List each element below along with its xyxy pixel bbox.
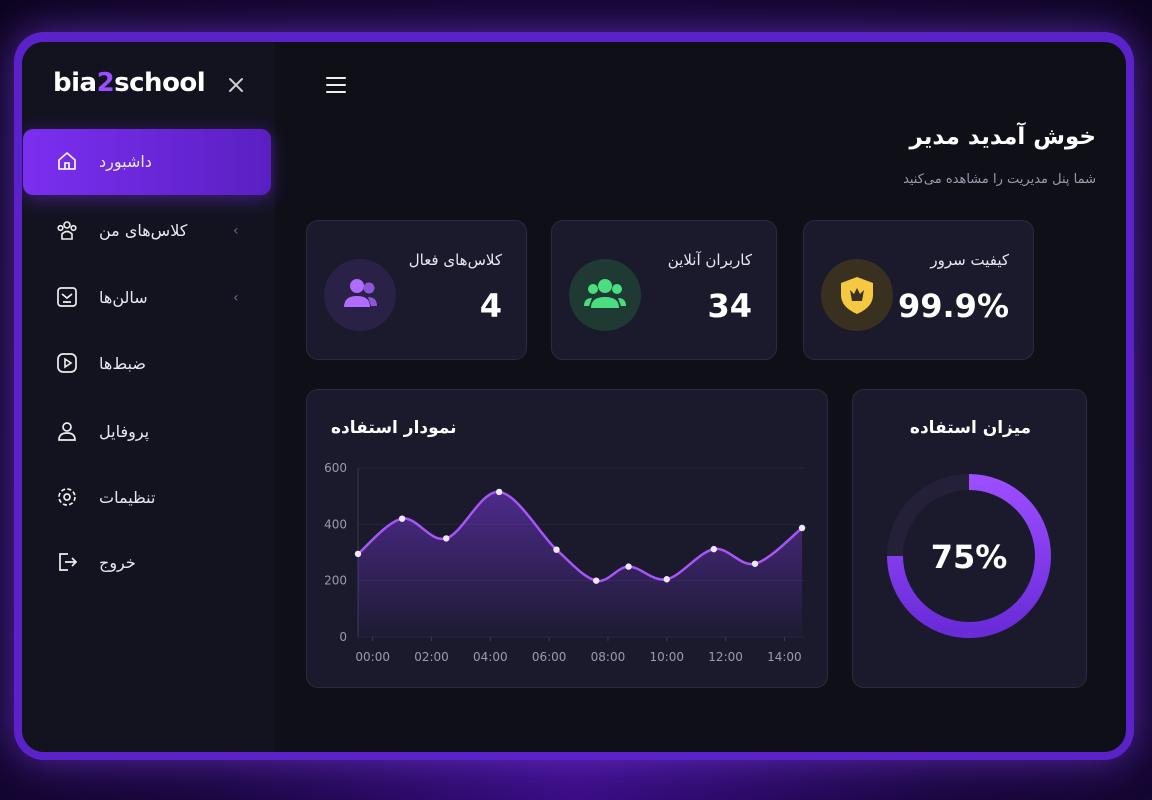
y-tick-label: 200 [324,574,347,588]
menu-icon [57,353,77,373]
menu-icon [59,553,78,571]
menu-item[interactable]: خروج [23,530,271,596]
menu-item[interactable]: تنظیمات [23,465,271,531]
data-point [354,550,362,558]
menu-item[interactable]: سالن‌ها ‹ [23,265,271,331]
menu-label: داشبورد [99,152,152,171]
menu-icon [58,152,76,170]
menu-label: تنظیمات [99,488,156,507]
menu-toggle[interactable] [325,76,347,94]
menu-item[interactable]: کلاس‌های من ‹ [23,198,271,264]
y-tick-label: 400 [324,517,347,531]
x-tick-label: 04:00 [473,650,508,664]
menu-label: کلاس‌های من [99,221,188,240]
x-tick-label: 08:00 [591,650,626,664]
y-tick-label: 600 [324,461,347,475]
data-point [553,546,560,553]
data-point [398,515,406,522]
donut-arc [887,474,1051,638]
data-point [443,535,450,542]
menu-label: سالن‌ها [99,288,148,307]
chevron: ‹ [233,223,239,239]
stat-label: کیفیت سرور [930,251,1009,269]
data-point [625,563,632,570]
close-button[interactable] [228,77,244,93]
stat-value: 99.9% [897,287,1009,325]
menu-icon [58,488,76,506]
app-panel: bia2school داشبورد کلاس‌های من ‹ سالن‌ها ‹ ضب… [22,42,1126,752]
logo-part: bia [53,68,97,98]
x-tick-label: 00:00 [355,650,390,664]
logo-part: 2 [96,68,115,98]
stat-card: کلاس‌های فعال 4 [306,220,527,360]
stat-icon [324,259,396,331]
menu-label: ضبط‌ها [99,354,146,373]
data-point [710,545,718,553]
x-tick-label: 06:00 [532,650,567,664]
x-tick-label: 14:00 [767,650,802,664]
donut-label: 75% [931,538,1008,576]
logo-part: school [114,68,206,98]
data-point [593,577,600,584]
stat-icon [569,259,641,331]
stat-label: کاربران آنلاین [667,251,752,269]
x-tick-label: 12:00 [708,650,743,664]
stat-card: کیفیت سرور 99.9% [803,220,1034,360]
stat-card: کاربران آنلاین 34 [551,220,777,360]
menu-icon [57,221,77,240]
stat-icon [821,259,893,331]
data-point [495,488,503,496]
x-tick-label: 02:00 [414,650,449,664]
stat-label: کلاس‌های فعال [408,251,502,269]
menu-icon [57,287,77,307]
data-point [798,524,806,532]
y-tick-label: 0 [339,630,347,644]
menu-item[interactable]: ضبط‌ها [23,331,271,397]
line-series [357,490,803,583]
data-point [751,560,759,567]
line-area [358,491,803,637]
welcome-title: خوش آمدید مدیر [909,124,1096,150]
menu-label: پروفایل [99,422,150,441]
chevron: ‹ [233,290,239,306]
stat-value: 34 [707,287,752,325]
stat-value: 4 [479,287,502,325]
menu-item[interactable]: داشبورد [23,129,271,195]
sidebar: bia2school داشبورد کلاس‌های من ‹ سالن‌ها ‹ ضب… [22,42,275,752]
donut-title: میزان استفاده [909,418,1032,438]
menu-icon [58,422,76,441]
menu-item[interactable]: پروفایل [23,399,271,465]
chart-title: نمودار استفاده [331,418,457,438]
logo: bia2school [53,68,206,98]
welcome-subtitle: شما پنل مدیریت را مشاهده می‌کنید [903,172,1096,187]
data-point [663,576,670,583]
x-tick-label: 10:00 [649,650,684,664]
menu-label: خروج [99,553,136,572]
